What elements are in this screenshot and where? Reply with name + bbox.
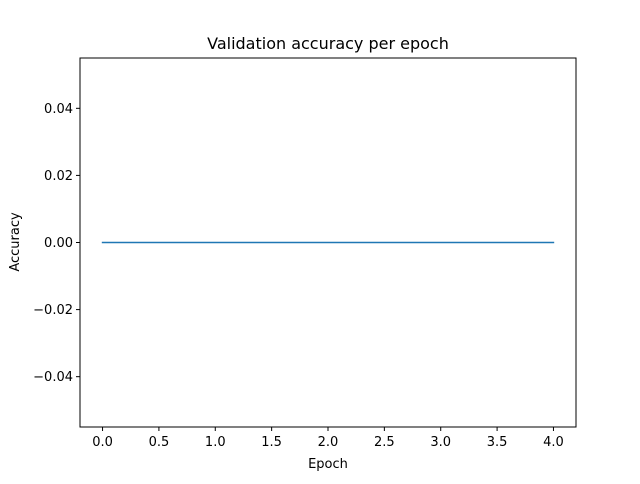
- chart-title: Validation accuracy per epoch: [207, 34, 449, 53]
- x-tick-label: 0.5: [149, 435, 170, 450]
- y-axis-ticks: −0.04 −0.02 0.00 0.02 0.04: [33, 102, 80, 385]
- y-tick-label: 0.04: [44, 102, 73, 117]
- x-tick-label: 2.5: [374, 435, 395, 450]
- y-tick-label: 0.00: [44, 236, 73, 251]
- x-tick-label: 0.0: [92, 435, 113, 450]
- x-tick-label: 4.0: [543, 435, 564, 450]
- x-axis-label: Epoch: [308, 457, 348, 472]
- y-tick-label: −0.02: [33, 303, 73, 318]
- y-axis-label: Accuracy: [8, 212, 23, 272]
- x-tick-label: 3.0: [430, 435, 451, 450]
- x-tick-label: 1.5: [261, 435, 282, 450]
- y-tick-label: −0.04: [33, 370, 73, 385]
- plot-frame: [79, 57, 577, 428]
- x-axis-ticks: 0.0 0.5 1.0 1.5 2.0 2.5 3.0 3.5 4.0: [92, 427, 564, 450]
- x-tick-label: 1.0: [205, 435, 226, 450]
- x-tick-label: 3.5: [487, 435, 508, 450]
- y-tick-label: 0.02: [44, 169, 73, 184]
- x-tick-label: 2.0: [318, 435, 339, 450]
